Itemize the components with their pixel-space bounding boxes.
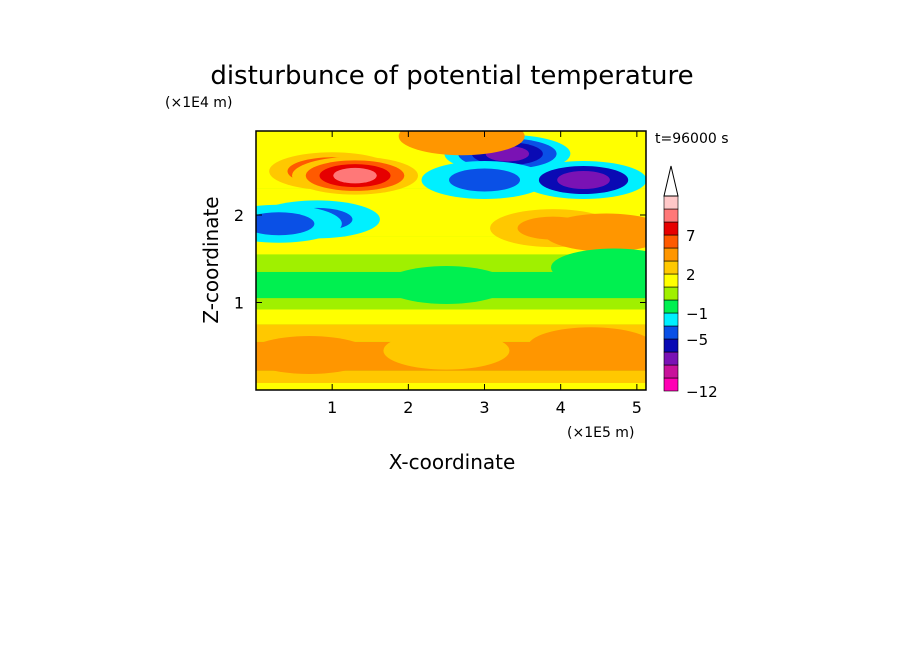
colorbar-swatch <box>663 273 679 288</box>
colorbar-swatch <box>663 364 679 379</box>
colorbar-swatch <box>663 299 679 314</box>
y-axis-ticks: 12 <box>234 206 646 313</box>
y-unit-label: (×1E4 m) <box>165 95 232 111</box>
y-tick-label: 1 <box>234 294 244 313</box>
colorbar-swatch <box>663 234 679 249</box>
x-tick-label: 4 <box>556 398 566 417</box>
field-contours <box>256 131 646 390</box>
field-contour <box>256 336 373 374</box>
colorbar-swatch <box>663 351 679 366</box>
plot-frame <box>255 130 647 391</box>
field-contour <box>551 248 646 287</box>
y-axis-label: Z-coordinate <box>199 196 223 323</box>
field-contour <box>383 266 510 304</box>
plot-area <box>256 131 646 390</box>
x-axis-ticks: 1 2 3 4 5 <box>327 131 642 417</box>
field-contour <box>256 212 315 236</box>
x-tick-label: 1 <box>327 398 337 417</box>
field-contour <box>383 331 510 370</box>
colorbar-swatch <box>663 338 679 353</box>
time-label: t=96000 s <box>655 131 729 147</box>
colorbar-swatch <box>663 221 679 236</box>
colorbar-swatch <box>663 312 679 327</box>
field-contour <box>398 131 525 156</box>
colorbar-label: 2 <box>686 266 696 284</box>
field-band <box>256 309 646 325</box>
colorbar: −12−5−127 <box>663 165 718 401</box>
colorbar-swatch <box>663 377 679 392</box>
x-unit-label: (×1E5 m) <box>567 425 634 441</box>
x-tick-label: 2 <box>403 398 413 417</box>
field-contour <box>543 213 646 252</box>
field-contour <box>333 167 377 184</box>
field-band <box>256 383 646 390</box>
colorbar-swatch <box>663 286 679 301</box>
chart-title: disturbunce of potential temperature <box>210 61 693 91</box>
x-tick-label: 5 <box>632 398 642 417</box>
field-band <box>256 254 646 272</box>
colorbar-swatch <box>663 208 679 223</box>
colorbar-swatch <box>663 260 679 275</box>
x-axis-label: X-coordinate <box>389 450 516 474</box>
field-band <box>256 370 646 383</box>
field-contour <box>449 168 521 192</box>
field-contour <box>528 327 646 366</box>
colorbar-extend-arrow <box>663 165 679 197</box>
colorbar-swatch <box>663 325 679 340</box>
colorbar-label: −5 <box>686 331 708 349</box>
field-contour <box>557 171 610 189</box>
colorbar-swatch <box>663 195 679 210</box>
x-tick-label: 3 <box>479 398 489 417</box>
colorbar-label: −12 <box>686 383 718 401</box>
colorbar-label: 7 <box>686 227 696 245</box>
colorbar-label: −1 <box>686 305 708 323</box>
y-tick-label: 2 <box>234 206 244 225</box>
colorbar-swatch <box>663 247 679 262</box>
